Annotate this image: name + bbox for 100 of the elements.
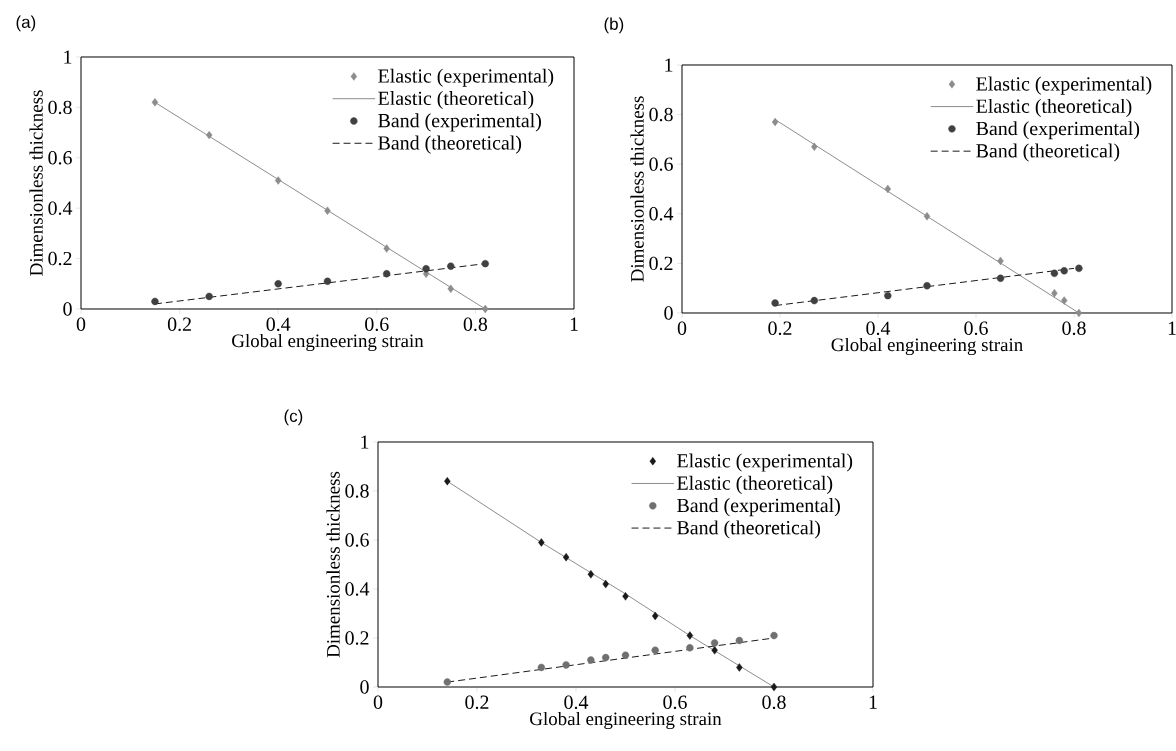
- x-tick-label: 0.8: [1062, 321, 1086, 336]
- point: [1050, 269, 1059, 277]
- x-tick-label: 0: [373, 695, 383, 709]
- x-tick-label: 0.4: [866, 321, 891, 336]
- point: [323, 277, 332, 285]
- y-tick-label: 0.6: [649, 157, 673, 171]
- point: [770, 631, 778, 640]
- point: [621, 651, 630, 659]
- point: [481, 259, 489, 268]
- point: [324, 206, 331, 215]
- point: [884, 291, 892, 300]
- y-tick-label: 0: [63, 302, 72, 316]
- x-tick-label: 0.8: [463, 317, 488, 332]
- y-tick-label: 1: [64, 50, 72, 64]
- point: [447, 284, 454, 294]
- y-tick-label: 0.8: [48, 100, 72, 115]
- point: [996, 274, 1005, 282]
- x-tick-label: 0.4: [564, 695, 589, 710]
- legend-label: Elastic (experimental): [976, 76, 1152, 95]
- x-tick-label: 1: [570, 317, 578, 331]
- point: [1075, 308, 1083, 318]
- y-tick-label: 0.8: [649, 107, 673, 122]
- point: [602, 579, 609, 589]
- x-tick-label: 0: [76, 317, 86, 331]
- legend-label: Band (experimental): [677, 498, 840, 517]
- point: [538, 538, 545, 547]
- point: [686, 644, 694, 652]
- point: [1060, 267, 1068, 275]
- legend-label: Band (theoretical): [378, 135, 522, 154]
- point: [652, 611, 659, 621]
- x-axis-title: Global engineering strain: [831, 337, 1023, 356]
- point: [810, 296, 818, 305]
- point: [274, 280, 282, 288]
- y-tick-label: 0.4: [649, 207, 674, 221]
- point: [770, 682, 778, 692]
- point: [151, 98, 159, 107]
- y-tick-label: 0.4: [48, 201, 73, 215]
- chart-title: (a): [16, 15, 36, 32]
- point: [562, 661, 570, 669]
- y-tick-label: 0.6: [345, 533, 369, 547]
- x-tick-label: 0.2: [465, 695, 489, 710]
- x-tick-label: 0: [677, 321, 687, 335]
- point: [443, 678, 451, 686]
- chart-title: (c): [284, 409, 303, 426]
- legend-label: Band (theoretical): [976, 143, 1120, 162]
- point: [651, 646, 659, 654]
- y-axis-title: Dimensionless thickness: [630, 96, 644, 282]
- x-axis-title: Global engineering strain: [530, 711, 722, 730]
- y-axis-title: Dimensionless thickness: [326, 471, 340, 658]
- point: [444, 477, 451, 486]
- point: [923, 282, 931, 290]
- point: [811, 142, 818, 152]
- x-tick-label: 0.2: [167, 317, 191, 332]
- point: [382, 270, 391, 278]
- legend-label: Band (theoretical): [677, 520, 821, 539]
- y-tick-label: 0.4: [345, 582, 370, 596]
- point: [622, 592, 629, 601]
- point: [997, 256, 1004, 266]
- y-tick-label: 0.2: [345, 631, 369, 645]
- point: [771, 299, 779, 307]
- point: [587, 656, 595, 664]
- y-tick-label: 0: [664, 306, 673, 320]
- legend-label: Elastic (theoretical): [677, 475, 833, 494]
- point: [602, 653, 610, 662]
- point: [686, 631, 694, 640]
- point: [383, 244, 390, 253]
- point: [587, 570, 595, 579]
- y-tick-label: 0.2: [649, 256, 673, 271]
- legend-label: Band (experimental): [976, 121, 1140, 140]
- point: [422, 264, 430, 273]
- point: [447, 262, 455, 270]
- point: [736, 663, 743, 672]
- legend-label: Band (experimental): [378, 113, 542, 132]
- x-tick-label: 1: [869, 695, 877, 709]
- y-tick-label: 0.2: [48, 251, 72, 266]
- point: [1061, 296, 1068, 305]
- point: [711, 646, 718, 655]
- point: [735, 636, 744, 645]
- x-axis-title: Global engineering strain: [232, 333, 424, 352]
- x-tick-label: 0.2: [768, 321, 792, 336]
- point: [710, 639, 719, 647]
- point: [205, 130, 213, 140]
- point: [884, 184, 891, 194]
- chart-title: (b): [604, 17, 624, 34]
- y-tick-label: 0: [360, 680, 369, 694]
- point: [562, 552, 570, 562]
- legend-label: Elastic (theoretical): [378, 91, 534, 110]
- point: [151, 297, 159, 306]
- legend-label: Elastic (theoretical): [976, 98, 1132, 117]
- y-tick-label: 0.6: [48, 151, 72, 165]
- point: [275, 176, 282, 185]
- y-axis-title: Dimensionless thickness: [29, 90, 43, 276]
- point: [1075, 264, 1083, 273]
- x-tick-label: 0.4: [266, 317, 291, 332]
- x-tick-label: 0.6: [964, 321, 988, 336]
- legend-label: Elastic (experimental): [378, 68, 554, 87]
- y-tick-label: 1: [665, 58, 673, 72]
- x-tick-label: 1: [1168, 321, 1176, 335]
- legend-label: Elastic (experimental): [677, 453, 853, 472]
- point: [923, 212, 931, 221]
